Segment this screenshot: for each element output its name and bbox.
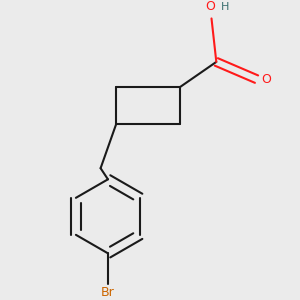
Text: O: O [205, 0, 215, 14]
Text: H: H [221, 2, 229, 12]
Text: Br: Br [101, 286, 115, 299]
Text: O: O [262, 73, 272, 85]
